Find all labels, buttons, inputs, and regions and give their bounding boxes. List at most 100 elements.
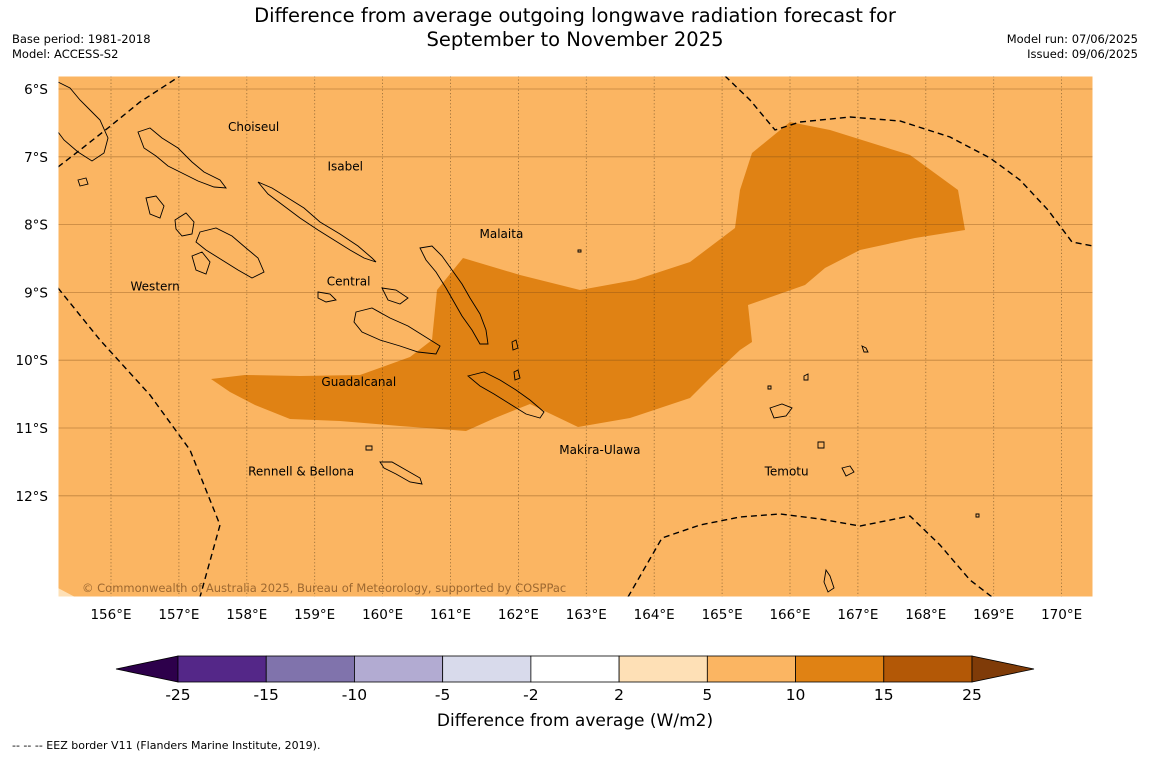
- map-title: Difference from average outgoing longwav…: [175, 4, 975, 52]
- colorbar-segment: [795, 655, 885, 683]
- graticule: [58, 76, 1093, 597]
- copyright-notice: © Commonwealth of Australia 2025, Bureau…: [82, 581, 566, 595]
- colorbar: [115, 655, 1035, 683]
- island-choiseul: [137, 127, 227, 189]
- island-shortlands: [77, 177, 89, 187]
- meta-right: Model run: 07/06/2025 Issued: 09/06/2025: [1007, 32, 1138, 62]
- colorbar-segment: [618, 655, 708, 683]
- anomaly-region-10-15: [211, 122, 965, 431]
- colorbar-tick: 2: [614, 686, 624, 704]
- lon-label: 156°E: [90, 607, 131, 623]
- colorbar-segment: [442, 655, 532, 683]
- lon-label: 159°E: [294, 607, 335, 623]
- colorbar-tick: 10: [786, 686, 806, 704]
- model-name: Model: ACCESS-S2: [12, 47, 119, 61]
- colorbar-tick: -2: [523, 686, 538, 704]
- eez-border-northeast: [724, 76, 1093, 247]
- region-label: Choiseul: [228, 120, 279, 134]
- island-small-malaita: [511, 339, 519, 351]
- lat-label: 12°S: [16, 489, 49, 505]
- region-label: Central: [327, 275, 371, 289]
- island-malaita: [419, 245, 489, 345]
- island-vanuatu-north: [823, 568, 835, 593]
- map-area: Choiseul Isabel Malaita Central Western Guada…: [58, 76, 1093, 597]
- island-vella-lavella: [145, 195, 165, 219]
- longitude-labels: 156°E 157°E 158°E 159°E 160°E 161°E 162°E 163°E…: [90, 607, 1082, 623]
- lon-label: 163°E: [566, 607, 607, 623]
- island-ulawa: [513, 369, 521, 381]
- region-label: Malaita: [480, 227, 524, 241]
- map-frame: [57, 75, 1094, 598]
- map-figure: Choiseul Isabel Malaita Central Western Guada…: [16, 75, 1094, 731]
- colorbar-segment: [706, 655, 796, 683]
- island-makira: [467, 371, 545, 419]
- lat-label: 10°S: [16, 353, 49, 369]
- region-labels: Choiseul Isabel Malaita Central Western Guada…: [131, 120, 809, 478]
- lon-label: 162°E: [498, 607, 539, 623]
- colorbar-tick: 25: [962, 686, 982, 704]
- lon-label: 157°E: [158, 607, 199, 623]
- island-bougainville: [58, 81, 109, 162]
- island-florida: [381, 287, 409, 305]
- island-rendova: [191, 251, 211, 275]
- colorbar-segment: [530, 655, 620, 683]
- island-new-georgia: [174, 212, 265, 279]
- island-russell: [317, 291, 337, 303]
- lon-label: 166°E: [769, 607, 810, 623]
- region-label: Western: [131, 279, 180, 293]
- island-duff: [861, 345, 869, 353]
- lat-label: 11°S: [16, 421, 49, 437]
- region-label: Isabel: [328, 159, 363, 173]
- colorbar-title: Difference from average (W/m2): [437, 711, 713, 731]
- island-tikopia: [841, 465, 855, 477]
- eez-border-southwest: [58, 287, 221, 597]
- colorbar-segment: [354, 655, 444, 683]
- lon-label: 158°E: [226, 607, 267, 623]
- island-bellona: [365, 445, 373, 451]
- colorbar-tick: 5: [702, 686, 712, 704]
- meta-left: Base period: 1981-2018 Model: ACCESS-S2: [12, 32, 151, 62]
- lon-label: 165°E: [702, 607, 743, 623]
- title-line-1: Difference from average outgoing longwav…: [254, 4, 896, 27]
- island-rennell: [379, 461, 423, 485]
- eez-borders: [58, 76, 1093, 597]
- eez-footnote: -- -- -- EEZ border V11 (Flanders Marine…: [12, 739, 321, 752]
- eez-border-south: [627, 513, 993, 597]
- eez-border-northwest: [58, 76, 181, 168]
- lat-label: 7°S: [24, 150, 48, 166]
- colorbar-tick: -25: [165, 686, 190, 704]
- lon-label: 160°E: [362, 607, 403, 623]
- island-reef-islands: [803, 373, 809, 381]
- anomaly-patch-2-5: [58, 588, 75, 597]
- colorbar-tick: -5: [435, 686, 450, 704]
- lon-label: 164°E: [634, 607, 675, 623]
- lon-label: 167°E: [837, 607, 878, 623]
- island-sikaiana: [577, 249, 582, 253]
- title-line-2: September to November 2025: [426, 28, 724, 51]
- region-label: Rennell & Bellona: [248, 464, 354, 478]
- island-guadalcanal: [353, 307, 441, 355]
- colorbar-tick: -10: [342, 686, 367, 704]
- island-santa-cruz: [769, 403, 793, 419]
- model-run: Model run: 07/06/2025: [1006, 32, 1138, 46]
- colorbar-tick-labels: -25 -15 -10 -5 -2 2 5 10 15 25: [165, 686, 982, 704]
- lon-label: 169°E: [973, 607, 1014, 623]
- region-label: Guadalcanal: [321, 375, 396, 389]
- region-label: Makira-Ulawa: [559, 443, 640, 457]
- island-anuta: [767, 385, 772, 390]
- colorbar-segment: [883, 655, 973, 683]
- lat-label: 8°S: [24, 218, 48, 234]
- colorbar-tick: -15: [254, 686, 279, 704]
- lat-label: 6°S: [24, 82, 48, 98]
- colorbar-extend-low: [115, 655, 179, 683]
- coastlines: [58, 81, 980, 593]
- region-label: Temotu: [764, 464, 809, 478]
- colorbar-tick: 15: [874, 686, 894, 704]
- lon-label: 168°E: [905, 607, 946, 623]
- lat-label: 9°S: [24, 285, 48, 301]
- colorbar-extend-high: [971, 655, 1035, 683]
- lon-label: 161°E: [430, 607, 471, 623]
- colorbar-segment: [177, 655, 267, 683]
- issued-date: Issued: 09/06/2025: [1027, 47, 1138, 61]
- latitude-labels: 6°S 7°S 8°S 9°S 10°S 11°S 12°S: [16, 82, 49, 505]
